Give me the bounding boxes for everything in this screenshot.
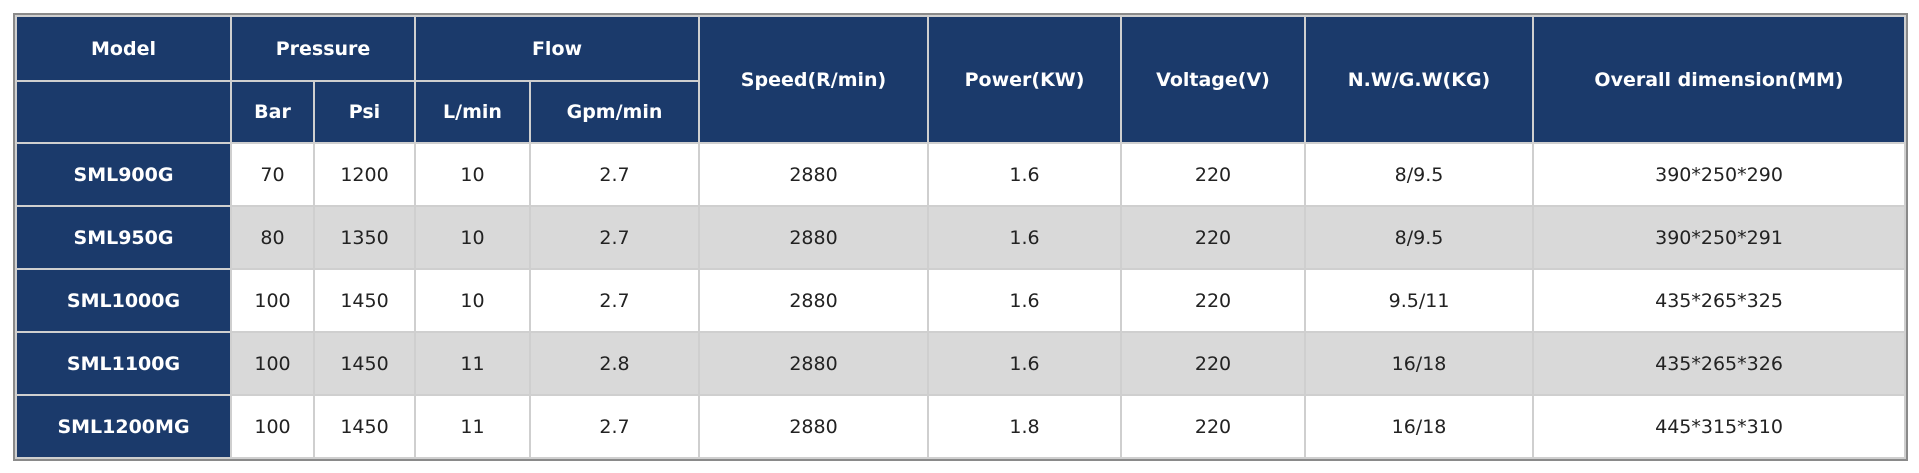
data-cell: 1.6: [927, 331, 1123, 396]
data-cell: 1450: [313, 331, 416, 396]
table-row: SML1200MG 100 1450 11 2.7 2880 1.8 220 16/18 445*…: [15, 394, 1907, 459]
data-cell: 2.7: [528, 142, 701, 207]
data-cell: 16/18: [1304, 331, 1535, 396]
header-cell: [15, 80, 232, 144]
data-cell: 2880: [698, 331, 930, 396]
data-cell: 8/9.5: [1304, 205, 1535, 270]
subheader-cell: Psi: [313, 80, 416, 144]
data-cell: 220: [1120, 205, 1307, 270]
data-cell: 220: [1120, 394, 1307, 459]
data-cell: 2.7: [528, 394, 701, 459]
data-cell: 445*315*310: [1532, 394, 1907, 459]
data-cell: 10: [414, 205, 531, 270]
table-row: SML1000G 100 1450 10 2.7 2880 1.6 220 9.5/11 435*…: [15, 268, 1907, 333]
model-cell: SML1000G: [15, 268, 232, 333]
data-cell: 100: [230, 268, 315, 333]
data-cell: 220: [1120, 331, 1307, 396]
header-cell: Overall dimension(MM): [1532, 15, 1907, 144]
data-cell: 1.6: [927, 268, 1123, 333]
data-cell: 220: [1120, 142, 1307, 207]
data-cell: 2880: [698, 142, 930, 207]
data-cell: 2.8: [528, 331, 701, 396]
data-cell: 16/18: [1304, 394, 1535, 459]
table-body: SML900G 70 1200 10 2.7 2880 1.6 220 8/9.5 390*250…: [15, 142, 1907, 459]
data-cell: 100: [230, 331, 315, 396]
data-cell: 435*265*326: [1532, 331, 1907, 396]
data-cell: 70: [230, 142, 315, 207]
data-cell: 10: [414, 268, 531, 333]
data-cell: 2880: [698, 268, 930, 333]
header-cell: Power(KW): [927, 15, 1123, 144]
data-cell: 1.6: [927, 205, 1123, 270]
data-cell: 11: [414, 394, 531, 459]
model-cell: SML1100G: [15, 331, 232, 396]
data-cell: 1450: [313, 394, 416, 459]
header-cell: N.W/G.W(KG): [1304, 15, 1535, 144]
data-cell: 9.5/11: [1304, 268, 1535, 333]
table-row: SML1100G 100 1450 11 2.8 2880 1.6 220 16/18 435*2…: [15, 331, 1907, 396]
table-row: SML950G 80 1350 10 2.7 2880 1.6 220 8/9.5 390*250…: [15, 205, 1907, 270]
model-cell: SML900G: [15, 142, 232, 207]
data-cell: 10: [414, 142, 531, 207]
header-cell: Pressure: [230, 15, 416, 82]
data-cell: 1350: [313, 205, 416, 270]
data-cell: 1450: [313, 268, 416, 333]
data-cell: 390*250*291: [1532, 205, 1907, 270]
subheader-cell: Bar: [230, 80, 315, 144]
table-row: SML900G 70 1200 10 2.7 2880 1.6 220 8/9.5 390*250…: [15, 142, 1907, 207]
subheader-cell: Gpm/min: [528, 80, 701, 144]
data-cell: 2880: [698, 394, 930, 459]
data-cell: 390*250*290: [1532, 142, 1907, 207]
data-cell: 1200: [313, 142, 416, 207]
model-cell: SML1200MG: [15, 394, 232, 459]
header-cell: Voltage(V): [1120, 15, 1307, 144]
data-cell: 2.7: [528, 268, 701, 333]
header-cell: Model: [15, 15, 232, 82]
spec-table: Model Pressure Flow Speed(R/min) Power(K…: [12, 13, 1909, 461]
header-cell: Flow: [413, 15, 701, 82]
data-cell: 1.8: [927, 394, 1123, 459]
data-cell: 1.6: [927, 142, 1123, 207]
subheader-cell: L/min: [414, 80, 531, 144]
data-cell: 11: [414, 331, 531, 396]
data-cell: 435*265*325: [1532, 268, 1907, 333]
data-cell: 2880: [698, 205, 930, 270]
header-cell: Speed(R/min): [698, 15, 930, 144]
data-cell: 2.7: [528, 205, 701, 270]
data-cell: 220: [1120, 268, 1307, 333]
model-cell: SML950G: [15, 205, 232, 270]
data-cell: 8/9.5: [1304, 142, 1535, 207]
data-cell: 80: [230, 205, 315, 270]
data-cell: 100: [230, 394, 315, 459]
